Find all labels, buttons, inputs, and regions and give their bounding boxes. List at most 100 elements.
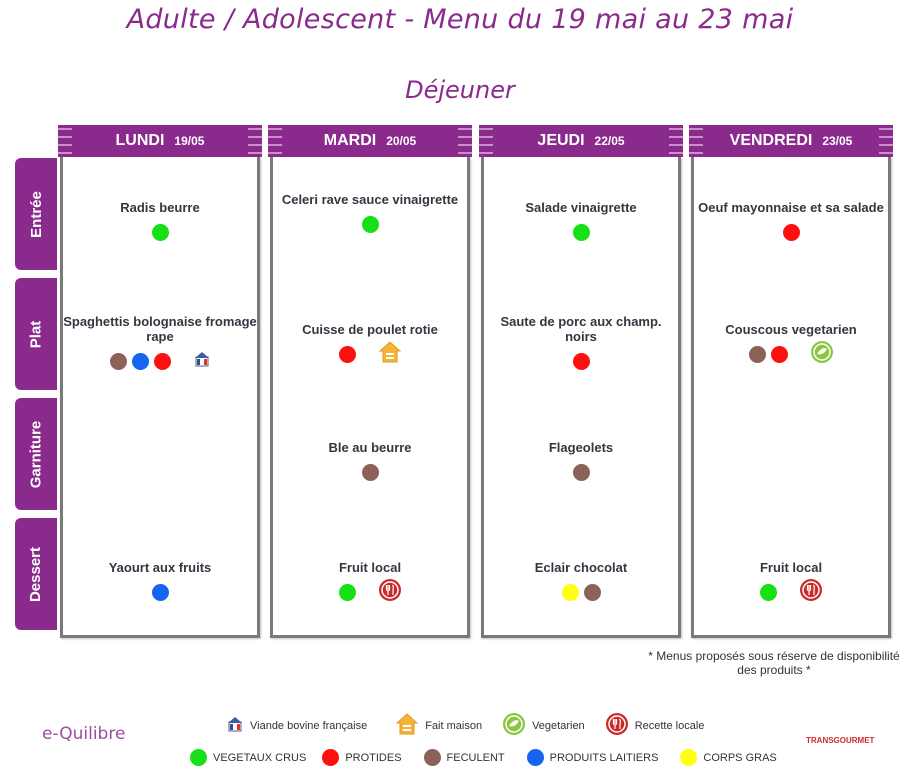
brown-dot <box>572 463 590 481</box>
legend-item-recette-locale: Recette locale <box>605 712 705 739</box>
dish-entree: Salade vinaigrette <box>484 200 678 245</box>
dish-markers <box>63 579 257 605</box>
fait-maison-icon <box>378 340 402 369</box>
day-name: VENDREDI <box>729 132 813 149</box>
color-swatch <box>526 749 544 766</box>
dish-garniture: Ble au beurre <box>273 440 467 485</box>
row-label: Entrée <box>27 190 45 238</box>
green-dot <box>759 583 777 601</box>
dish-entree: Celeri rave sauce vinaigrette <box>273 192 467 237</box>
dish-name: Ble au beurre <box>328 440 412 455</box>
day-date: 20/05 <box>386 134 417 148</box>
legend-label: CORPS GRAS <box>703 751 777 764</box>
dish-name: Flageolets <box>548 440 614 455</box>
legend-item-vegetarien: Vegetarien <box>502 712 585 739</box>
green-dot <box>361 215 379 233</box>
row-label: Plat <box>27 320 45 348</box>
legend-item-viande: Viande bovine française <box>226 715 367 736</box>
legend-label: Viande bovine française <box>250 719 368 732</box>
yellow-dot <box>561 583 579 601</box>
day-header-jeudi: JEUDI 22/05 <box>479 125 683 157</box>
day-name: MARDI <box>323 132 377 149</box>
dish-markers <box>63 348 257 374</box>
legend-icons: Viande bovine française Fait maison Vege… <box>226 712 704 739</box>
dish-name: Salade vinaigrette <box>525 200 637 215</box>
legend-colors: VEGETAUX CRUS PROTIDES FECULENT PRODUITS… <box>190 749 777 766</box>
dish-name: Yaourt aux fruits <box>108 560 212 575</box>
blue-dot <box>131 352 149 370</box>
legend-color-corps-gras: CORPS GRAS <box>680 749 777 766</box>
blue-dot <box>151 583 169 601</box>
dish-markers <box>484 579 678 605</box>
page-title: Adulte / Adolescent - Menu du 19 mai au … <box>126 4 794 35</box>
day-column-mardi <box>270 157 470 638</box>
red-dot <box>770 345 788 363</box>
dish-dessert: Fruit local <box>694 560 888 605</box>
legend-color-feculent: FECULENT <box>423 749 505 766</box>
legend-color-protides: PROTIDES <box>322 749 402 766</box>
color-swatch <box>423 749 441 766</box>
dish-name: Fruit local <box>338 560 402 575</box>
dish-markers <box>694 578 888 607</box>
dish-markers <box>484 459 678 485</box>
day-header-mardi: MARDI 20/05 <box>268 125 472 157</box>
dish-name: Couscous vegetarien <box>725 322 857 337</box>
green-dot <box>151 223 169 241</box>
recette-locale-icon <box>605 712 629 739</box>
green-dot <box>572 223 590 241</box>
day-name: LUNDI <box>115 132 165 149</box>
recette-locale-icon <box>799 578 823 607</box>
legend-label: VEGETAUX CRUS <box>213 751 307 764</box>
legend-label: Recette locale <box>634 719 705 732</box>
dish-markers <box>63 219 257 245</box>
dish-markers <box>273 340 467 369</box>
brown-dot <box>361 463 379 481</box>
red-dot <box>572 352 590 370</box>
day-header-lundi: LUNDI 19/05 <box>58 125 262 157</box>
vegetarien-icon <box>810 340 834 369</box>
vegetarien-icon <box>502 712 526 739</box>
dish-plat: Couscous vegetarien <box>694 322 888 367</box>
color-swatch <box>190 749 207 766</box>
row-tab-plat: Plat <box>15 278 57 390</box>
dish-markers <box>273 578 467 607</box>
viande-bovine-icon <box>226 715 244 736</box>
legend-item-fait-maison: Fait maison <box>395 712 482 739</box>
dish-markers <box>694 219 888 245</box>
dish-markers <box>484 348 678 374</box>
legend-label: PROTIDES <box>345 751 402 764</box>
red-dot <box>338 345 356 363</box>
dish-name: Spaghettis bolognaise fromage rape <box>63 314 257 344</box>
day-date: 22/05 <box>594 134 625 148</box>
dish-dessert: Fruit local <box>273 560 467 605</box>
dish-entree: Radis beurre <box>63 200 257 245</box>
meal-subtitle: Déjeuner <box>405 76 515 104</box>
color-swatch <box>680 749 698 766</box>
dish-plat: Saute de porc aux champ. noirs <box>484 314 678 374</box>
day-name: JEUDI <box>537 132 585 149</box>
brown-dot <box>583 583 601 601</box>
row-label: Garniture <box>27 420 45 488</box>
dish-name: Fruit local <box>759 560 823 575</box>
dish-plat: Spaghettis bolognaise fromage rape <box>63 314 257 374</box>
day-date: 23/05 <box>822 134 853 148</box>
row-tab-entree: Entrée <box>15 158 57 270</box>
row-tab-garniture: Garniture <box>15 398 57 510</box>
dish-garniture: Flageolets <box>484 440 678 485</box>
viande-bovine-icon <box>193 350 211 373</box>
dish-name: Oeuf mayonnaise et sa salade <box>698 200 884 215</box>
dish-name: Eclair chocolat <box>534 560 628 575</box>
dish-plat: Cuisse de poulet rotie <box>273 322 467 367</box>
dish-name: Cuisse de poulet rotie <box>302 322 438 337</box>
green-dot <box>338 583 356 601</box>
brown-dot <box>748 345 766 363</box>
legend-label: FECULENT <box>446 751 505 764</box>
dish-entree: Oeuf mayonnaise et sa salade <box>694 200 888 245</box>
dish-markers <box>694 340 888 369</box>
dish-markers <box>273 459 467 485</box>
equilibre-logo: e-Quilibre <box>42 724 126 744</box>
recette-locale-icon <box>378 578 402 607</box>
red-dot <box>153 352 171 370</box>
availability-note: * Menus proposés sous réserve de disponi… <box>648 649 900 677</box>
dish-dessert: Eclair chocolat <box>484 560 678 605</box>
